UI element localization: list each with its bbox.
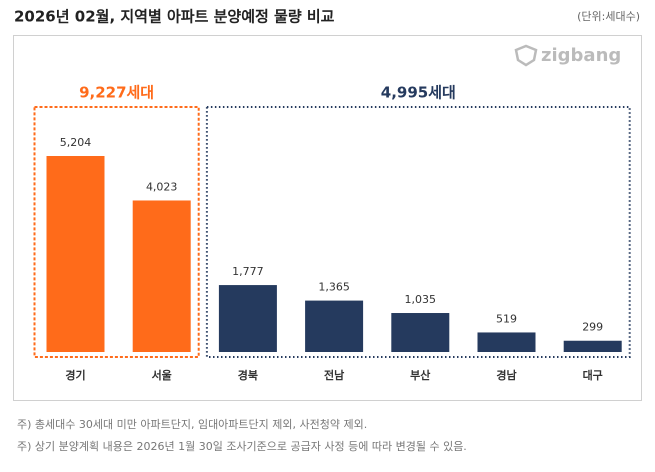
- bar: [218, 285, 277, 352]
- value-label: 1,365: [318, 281, 350, 294]
- value-label: 5,204: [60, 136, 92, 149]
- chart-title: 2026년 02월, 지역별 아파트 분양예정 물량 비교: [14, 8, 335, 26]
- value-label: 299: [582, 321, 603, 334]
- value-label: 1,777: [232, 265, 264, 278]
- bar: [391, 313, 450, 352]
- x-tick-label: 부산: [410, 368, 430, 382]
- x-tick-label: 서울: [152, 368, 172, 382]
- bar: [305, 300, 364, 352]
- unit-note: (단위:세대수): [577, 10, 640, 23]
- chart-frame: [13, 35, 642, 401]
- x-tick-label: 전남: [324, 368, 344, 382]
- value-label: 519: [496, 312, 517, 325]
- group-box: [205, 106, 631, 358]
- x-tick-label: 경기: [65, 368, 85, 382]
- bar: [46, 156, 105, 352]
- group-label: 4,995세대: [381, 84, 456, 102]
- bar: [477, 332, 536, 352]
- x-tick-label: 경남: [496, 368, 516, 382]
- value-label: 4,023: [146, 180, 178, 193]
- group-label: 9,227세대: [79, 84, 154, 102]
- x-tick-label: 대구: [583, 368, 603, 382]
- group-box: [33, 106, 200, 358]
- x-tick-label: 경북: [238, 368, 258, 382]
- bar: [563, 340, 622, 352]
- footnote: 주) 상기 분양계획 내용은 2026년 1월 30일 조사기준으로 공급자 사…: [17, 439, 467, 453]
- value-label: 1,035: [405, 293, 437, 306]
- brand-text: zigbang: [541, 45, 621, 66]
- bar: [132, 200, 191, 352]
- footnote: 주) 총세대수 30세대 미만 아파트단지, 임대아파트단지 제외, 사전청약 …: [17, 417, 367, 431]
- brand-logo: zigbang: [514, 44, 621, 67]
